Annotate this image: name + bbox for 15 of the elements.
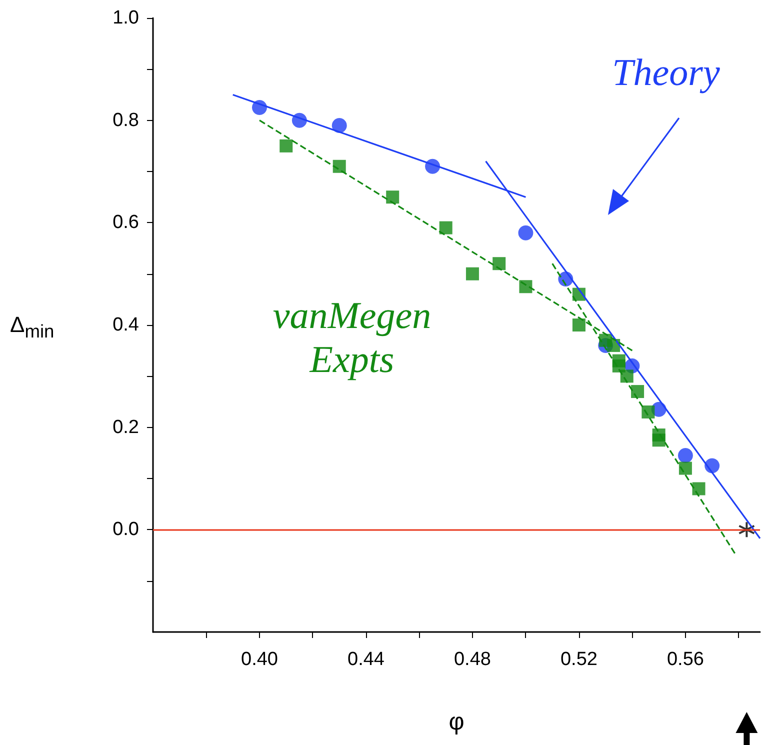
y-tick-label: 0.4 xyxy=(112,314,140,336)
x-tick-label: 0.44 xyxy=(347,649,385,670)
x-tick-label: 0.52 xyxy=(560,649,598,670)
x-axis-title: φ xyxy=(448,708,464,736)
y-tick-label: 0.8 xyxy=(112,110,139,131)
annotation: Theory xyxy=(612,52,720,94)
y-tick-label: 0.2 xyxy=(112,416,139,438)
y-tick-label: 0.6 xyxy=(112,212,139,234)
y-tick-label: 1.0 xyxy=(112,8,139,28)
x-tick-label: 0.56 xyxy=(666,649,704,670)
x-tick-label: 0.48 xyxy=(454,649,491,670)
annotation: vanMegen Expts xyxy=(272,295,432,381)
y-tick-label: 0.0 xyxy=(112,519,139,540)
y-axis-title: Δ$_{min}$ xyxy=(10,312,54,342)
x-tick-label: 0.40 xyxy=(241,649,278,670)
